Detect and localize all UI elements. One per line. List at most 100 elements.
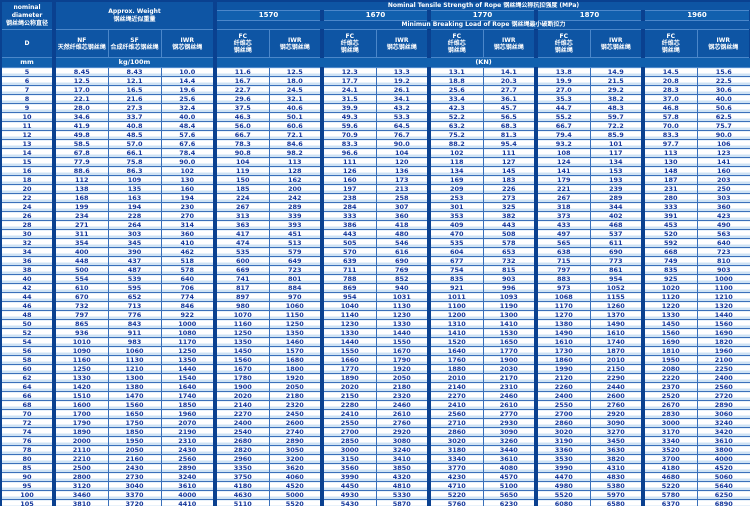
cell-value: 37.5 (214, 103, 270, 113)
cell-value: 835 (642, 265, 698, 275)
cell-value: 2280 (321, 400, 377, 410)
cell-value: 801 (268, 274, 324, 284)
cell-value: 21.6 (107, 94, 162, 104)
cell-value: 70.0 (642, 121, 698, 131)
cell-value: 1220 (642, 301, 698, 311)
cell-value: 1530 (482, 328, 538, 338)
cell-value: 773 (589, 256, 645, 266)
cell-value: 16.7 (214, 76, 270, 86)
cell-value: 1560 (214, 355, 270, 365)
cell-value: 96.6 (321, 148, 377, 158)
cell-value: 437 (107, 256, 162, 266)
cell-value: 25.6 (160, 94, 217, 104)
cell-value: 1000 (160, 319, 217, 329)
cell-value: 723 (696, 247, 750, 257)
cell-value: 289 (589, 193, 645, 203)
cell-diameter: 11 (0, 121, 56, 131)
cell-value: 17.7 (321, 76, 377, 86)
cell-value: 668 (642, 247, 698, 257)
cell-value: 2860 (428, 427, 484, 437)
cell-value: 90.0 (696, 130, 750, 140)
cell-value: 63.2 (428, 121, 484, 131)
cell-value: 39.9 (321, 103, 377, 113)
cell-diameter: 44 (0, 292, 56, 302)
cell-value: 3560 (321, 463, 377, 473)
cell-value: 5520 (268, 499, 324, 506)
cell-value: 487 (107, 265, 162, 275)
cell-value: 3610 (696, 436, 750, 446)
cell-value: 852 (375, 274, 431, 284)
cell-value: 14.9 (589, 67, 645, 77)
cell-value: 203 (696, 175, 750, 185)
cell-value: 230 (160, 202, 217, 212)
cell-value: 1820 (696, 337, 750, 347)
cell-value: 2930 (482, 418, 538, 428)
cell-value: 24.5 (268, 85, 324, 95)
cell-value: 1380 (107, 382, 162, 392)
cell-value: 4000 (696, 454, 750, 464)
cell-value: 797 (53, 310, 109, 320)
cell-value: 1440 (696, 310, 750, 320)
cell-value: 15.6 (696, 67, 750, 77)
cell-value: 127 (482, 157, 538, 167)
cell-value: 417 (214, 229, 270, 239)
cell-value: 1350 (214, 337, 270, 347)
cell-value: 706 (160, 283, 217, 293)
cell-value: 193 (589, 175, 645, 185)
cell-value: 2310 (160, 436, 217, 446)
cell-value: 1960 (696, 346, 750, 356)
header-strength-1870: 1870 (535, 10, 645, 21)
table-row: 20 138 135 160 185 200 197 213 209 226 221 239 231 25… (0, 184, 750, 194)
cell-value: 1640 (160, 382, 217, 392)
cell-value: 474 (214, 238, 270, 248)
cell-value: 402 (589, 211, 645, 221)
cell-value: 973 (535, 283, 591, 293)
cell-value: 1650 (107, 409, 162, 419)
cell-value: 148 (642, 166, 698, 176)
cell-value: 2440 (589, 382, 645, 392)
cell-value: 77.9 (53, 157, 109, 167)
unit-load: (KN) (214, 57, 750, 68)
cell-value: 1780 (214, 373, 270, 383)
header-nominal-diameter: nominal diameter 钢丝绳公称直径 (0, 0, 56, 30)
cell-value: 242 (268, 193, 324, 203)
cell-value: 85.9 (589, 130, 645, 140)
cell-value: 35.3 (535, 94, 591, 104)
cell-value: 108 (535, 148, 591, 158)
cell-diameter: 105 (0, 499, 56, 506)
cell-diameter: 95 (0, 481, 56, 491)
cell-value: 29.6 (214, 94, 270, 104)
cell-value: 2410 (321, 409, 377, 419)
cell-value: 84.6 (268, 139, 324, 149)
cell-value: 1450 (214, 346, 270, 356)
cell-value: 360 (696, 202, 750, 212)
cell-value: 1060 (268, 301, 324, 311)
header-iwr-1960: IWR 钢芯钢丝绳 (696, 29, 750, 58)
cell-value: 386 (321, 220, 377, 230)
cell-value: 6080 (535, 499, 591, 506)
cell-value: 4520 (696, 463, 750, 473)
cell-value: 732 (482, 256, 538, 266)
cell-value: 677 (428, 256, 484, 266)
cell-value: 846 (160, 301, 217, 311)
cell-value: 4410 (160, 499, 217, 506)
cell-value: 113 (642, 148, 698, 158)
cell-value: 2080 (642, 364, 698, 374)
cell-value: 66.7 (535, 121, 591, 131)
cell-value: 2700 (321, 427, 377, 437)
table-row: 78 2110 2050 2430 2820 3050 3000 3240 3180 3440 33… (0, 445, 750, 455)
cell-value: 3340 (428, 454, 484, 464)
cell-value: 2050 (375, 373, 431, 383)
cell-value: 1100 (696, 283, 750, 293)
cell-value: 250 (696, 184, 750, 194)
cell-value: 1570 (268, 346, 324, 356)
cell-diameter: 54 (0, 337, 56, 347)
cell-value: 1155 (589, 292, 645, 302)
iwr-zh: 钢芯钢丝绳 (172, 43, 203, 51)
cell-value: 20.8 (642, 76, 698, 86)
header-nf: NF 天然纤维芯钢丝绳 (53, 29, 109, 58)
cell-value: 2400 (535, 391, 591, 401)
cell-value: 1670 (214, 364, 270, 374)
cell-value: 2110 (53, 445, 109, 455)
cell-value: 400 (53, 247, 109, 257)
